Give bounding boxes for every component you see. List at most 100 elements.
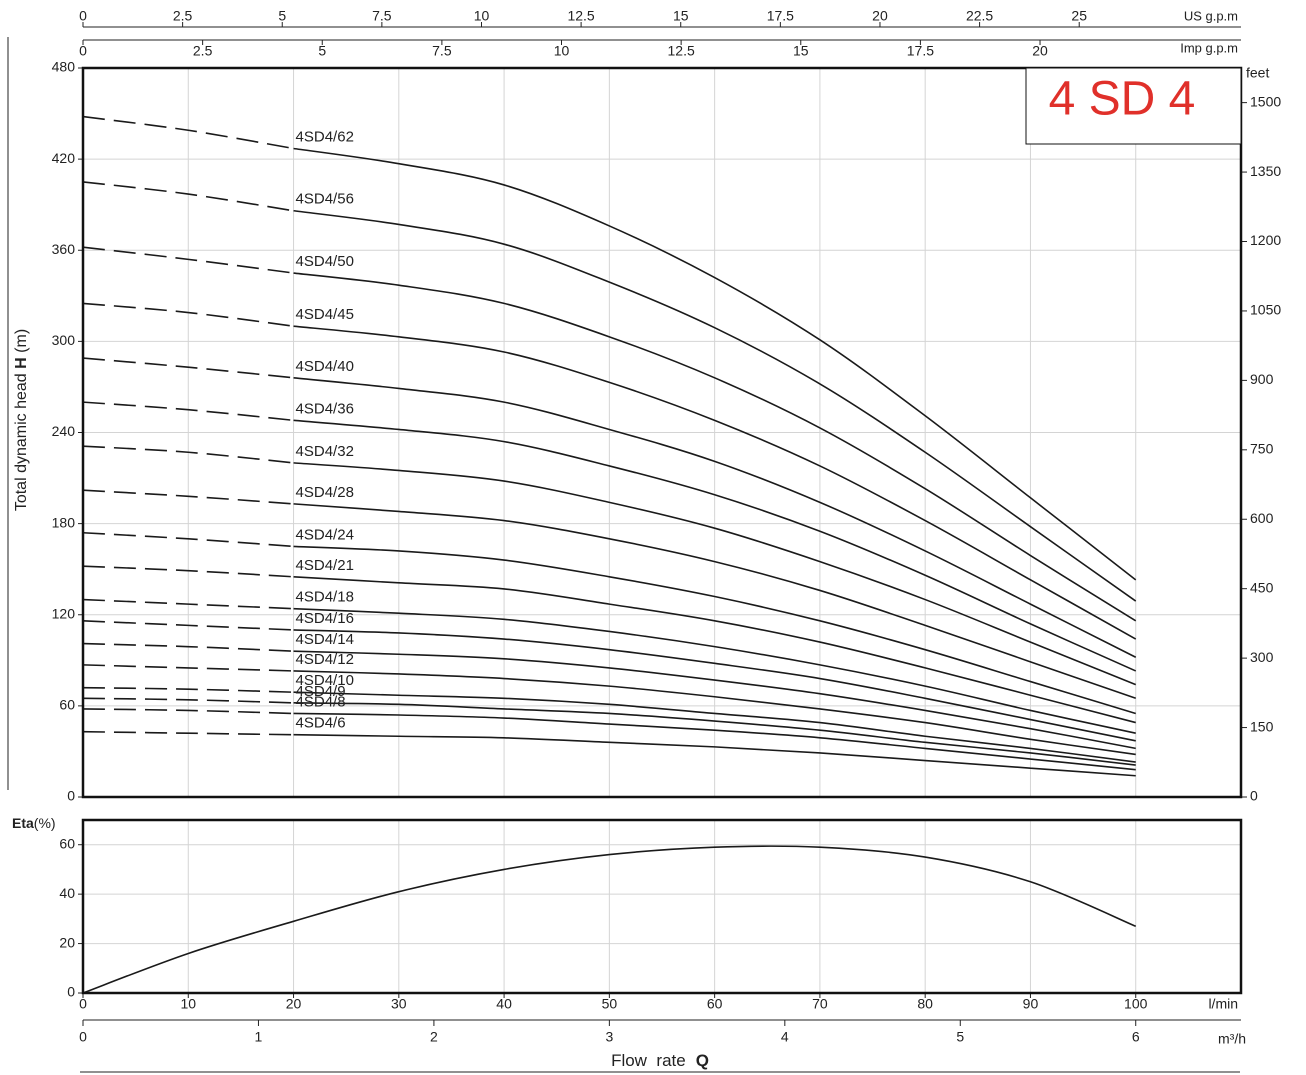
- y-axis-title-part: (m): [13, 329, 30, 357]
- top-axis-tick-label: 0: [79, 8, 87, 24]
- curve-dashed: [82, 246, 294, 274]
- curve-label: 4SD4/36: [296, 400, 354, 417]
- top-axis-tick-label: 22.5: [966, 8, 993, 24]
- curve: [293, 629, 1136, 742]
- y2-tick-label: 600: [1250, 510, 1274, 526]
- curve-dashed: [82, 598, 294, 610]
- curve-label: 4SD4/45: [296, 306, 354, 323]
- x-tick-label: 0: [79, 996, 87, 1012]
- curve-dashed: [82, 181, 294, 212]
- y-axis-title-part: H: [13, 357, 30, 369]
- y2-tick-label: 750: [1250, 441, 1274, 457]
- y2-tick-label: 1500: [1250, 93, 1281, 109]
- curve-label: 4SD4/62: [296, 128, 354, 145]
- y-tick-label: 40: [59, 885, 75, 901]
- curve-dashed: [82, 302, 294, 327]
- y-tick-label: 420: [52, 150, 76, 166]
- curve-label: 4SD4/50: [296, 253, 354, 270]
- curve-label: 4SD4/9: [296, 683, 346, 700]
- y2-tick-label: 0: [1250, 788, 1258, 804]
- curve: [293, 462, 1137, 686]
- top-axis-tick-label: 12.5: [668, 43, 695, 59]
- curve-dashed: [82, 489, 294, 505]
- y2-tick-label: 1350: [1250, 163, 1281, 179]
- top-axis-tick-label: 15: [673, 8, 689, 24]
- y-tick-label: 240: [52, 423, 76, 439]
- y-tick-label: 0: [67, 788, 75, 804]
- curve-label: 4SD4/24: [296, 526, 354, 543]
- curve-dashed: [82, 708, 294, 715]
- curve: [293, 545, 1136, 715]
- y-tick-label: 180: [52, 514, 76, 530]
- x-axis-unit: l/min: [1208, 996, 1238, 1012]
- curve-dashed: [82, 686, 294, 694]
- x2-tick-label: 2: [430, 1029, 438, 1045]
- curve-label: 4SD4/40: [296, 358, 354, 375]
- x2-axis-unit: m³/h: [1218, 1031, 1246, 1047]
- curve-dashed: [82, 730, 294, 736]
- top-axis-tick-label: 5: [278, 8, 286, 24]
- curve-dashed: [82, 115, 294, 150]
- curve: [293, 733, 1136, 777]
- x-tick-label: 50: [602, 996, 618, 1012]
- x2-tick-label: 5: [956, 1029, 964, 1045]
- curve-label: 4SD4/16: [296, 610, 354, 627]
- top-axis-tick-label: 12.5: [567, 8, 594, 24]
- eta-axis-title: Eta(%): [12, 815, 56, 831]
- top-axis-tick-label: 17.5: [907, 43, 934, 59]
- y2-tick-label: 1050: [1250, 302, 1281, 318]
- top-axis-tick-label: 20: [1032, 43, 1048, 59]
- y2-tick-label: 150: [1250, 718, 1274, 734]
- top-axis-tick-label: 0: [79, 43, 87, 59]
- y-tick-label: 0: [67, 984, 75, 1000]
- curve: [293, 503, 1136, 700]
- x-tick-label: 40: [496, 996, 512, 1012]
- curve: [293, 147, 1137, 581]
- curve: [293, 419, 1137, 672]
- curve: [293, 691, 1136, 763]
- plot-frame: [81, 66, 1243, 799]
- y-axis-title-part: Total dynamic head: [13, 369, 30, 511]
- curve-label: 4SD4/56: [296, 191, 354, 208]
- chart-title: 4 SD 4: [1049, 73, 1196, 126]
- top-axis-tick-label: 15: [793, 43, 809, 59]
- y-tick-label: 480: [52, 59, 76, 75]
- curve-label: 4SD4/6: [296, 715, 346, 732]
- curve-label: 4SD4/14: [296, 631, 354, 648]
- title-box: [1025, 67, 1242, 145]
- x-tick-label: 90: [1023, 996, 1039, 1012]
- curve-dashed: [82, 642, 294, 652]
- x2-tick-label: 4: [781, 1029, 789, 1045]
- curve-dashed: [82, 697, 294, 704]
- curve-label: 4SD4/21: [296, 557, 354, 574]
- top-axis-tick-label: 2.5: [193, 43, 213, 59]
- top-axis-tick-label: 7.5: [432, 43, 452, 59]
- top-axis-tick-label: 10: [474, 8, 490, 24]
- top-axis-tick-label: 10: [554, 43, 570, 59]
- y2-axis-title: feet: [1246, 65, 1269, 81]
- x-axis-title-part: Flow rate: [611, 1051, 686, 1070]
- curve-dashed: [82, 565, 294, 578]
- y-tick-label: 120: [52, 605, 76, 621]
- curve-dashed: [82, 664, 294, 672]
- curve-dashed: [82, 445, 294, 464]
- curve-dashed: [82, 620, 294, 631]
- y-axis-title: Total dynamic head H (m): [13, 329, 30, 511]
- x2-tick-label: 3: [605, 1029, 613, 1045]
- y-tick-label: 360: [52, 241, 76, 257]
- top-axis-tick-label: 17.5: [767, 8, 794, 24]
- curve: [293, 377, 1137, 658]
- curve: [293, 702, 1136, 766]
- curve-dashed: [82, 401, 294, 422]
- curve-label: 4SD4/10: [296, 672, 354, 689]
- top-axis-tick-label: 7.5: [372, 8, 392, 24]
- y-tick-label: 20: [59, 934, 75, 950]
- x2-tick-label: 0: [79, 1029, 87, 1045]
- plot-frame: [81, 818, 1243, 995]
- eta-axis-title-part: Eta: [12, 815, 34, 831]
- x-tick-label: 60: [707, 996, 723, 1012]
- y2-tick-label: 450: [1250, 579, 1274, 595]
- x-tick-label: 70: [812, 996, 828, 1012]
- top-axis-label: US g.p.m: [1184, 8, 1238, 23]
